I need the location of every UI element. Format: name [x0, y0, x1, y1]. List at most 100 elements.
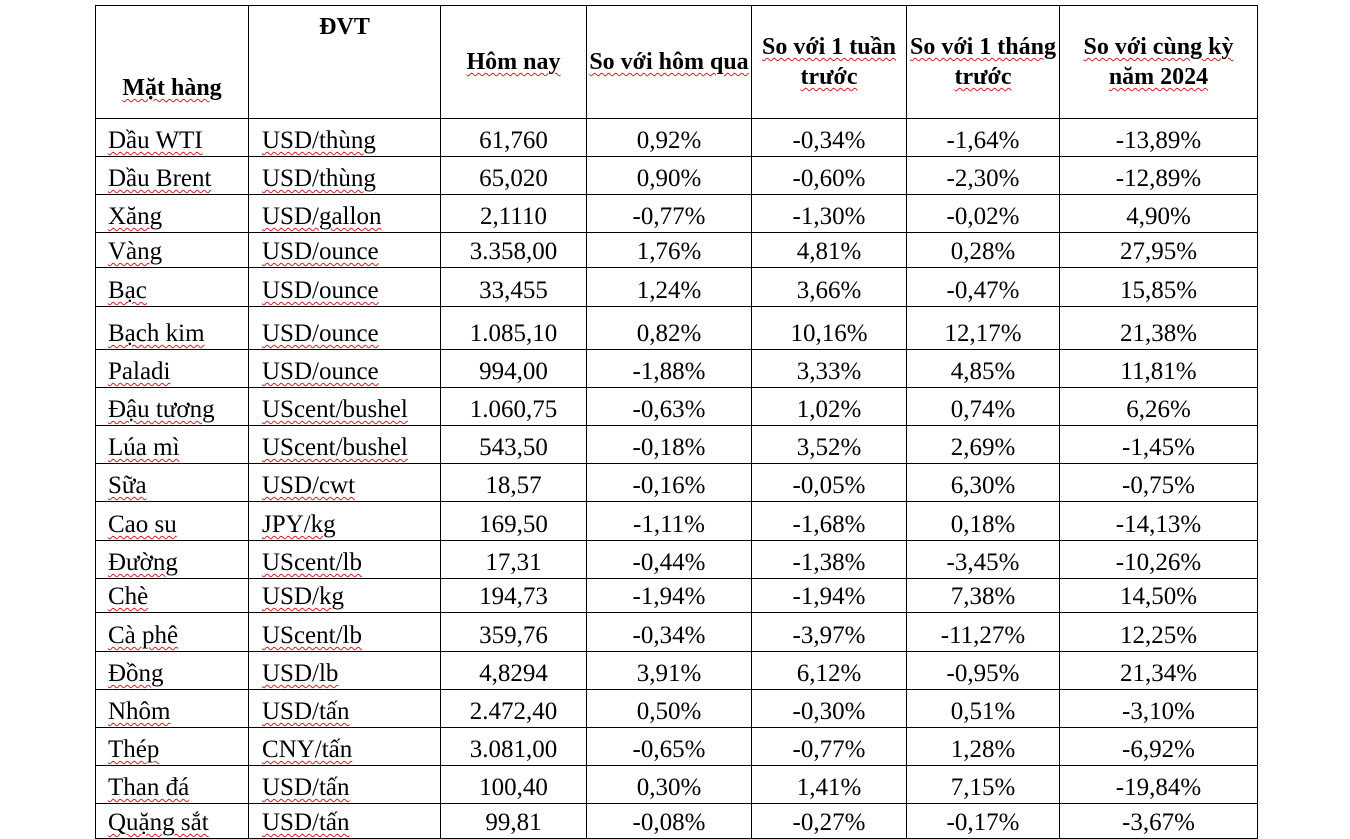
cell-vs-year: 15,85%	[1059, 267, 1258, 307]
cell-vs-week: -0,34%	[751, 118, 907, 157]
cell-vs-yesterday: 0,50%	[586, 689, 752, 728]
header-vs-year: So với cùng kỳ năm 2024	[1059, 5, 1258, 119]
cell-vs-yesterday: -1,94%	[586, 578, 752, 613]
cell-commodity: Chè	[95, 578, 249, 613]
table-row: Vàng USD/ounce 3.358,00 1,76% 4,81% 0,28% 27,9…	[95, 232, 1258, 268]
cell-vs-yesterday: -0,34%	[586, 612, 752, 652]
cell-vs-month: 12,17%	[906, 306, 1060, 350]
cell-commodity: Dầu Brent	[95, 156, 249, 195]
cell-vs-year: 6,26%	[1059, 387, 1258, 426]
cell-vs-year: 11,81%	[1059, 349, 1258, 388]
header-today: Hôm nay	[440, 5, 587, 119]
cell-unit: USD/kg	[248, 578, 441, 613]
table-row: Bạch kim USD/ounce 1.085,10 0,82% 10,16% 12,1…	[95, 306, 1258, 350]
cell-vs-week: -1,94%	[751, 578, 907, 613]
cell-commodity: Sữa	[95, 463, 249, 502]
cell-vs-month: -0,47%	[906, 267, 1060, 307]
cell-vs-yesterday: 3,91%	[586, 651, 752, 690]
cell-vs-yesterday: -0,08%	[586, 803, 752, 839]
cell-vs-yesterday: -0,16%	[586, 463, 752, 502]
cell-vs-yesterday: 0,30%	[586, 765, 752, 804]
table-row: Than đá USD/tấn 100,40 0,30% 1,41% 7,15% -19,8…	[95, 765, 1258, 804]
cell-vs-month: 7,38%	[906, 578, 1060, 613]
cell-vs-month: 0,51%	[906, 689, 1060, 728]
cell-vs-month: -1,64%	[906, 118, 1060, 157]
cell-vs-yesterday: -0,18%	[586, 425, 752, 464]
cell-vs-yesterday: 1,76%	[586, 232, 752, 268]
cell-today: 33,455	[440, 267, 587, 307]
cell-vs-month: 0,18%	[906, 501, 1060, 541]
cell-vs-month: -0,95%	[906, 651, 1060, 690]
cell-today: 994,00	[440, 349, 587, 388]
cell-vs-month: -2,30%	[906, 156, 1060, 195]
cell-unit: USD/tấn	[248, 765, 441, 804]
table-row: Quặng sắt USD/tấn 99,81 -0,08% -0,27% -0,17% -…	[95, 803, 1258, 839]
header-vs-month: So với 1 tháng trước	[906, 5, 1060, 119]
cell-vs-week: -0,77%	[751, 727, 907, 766]
cell-today: 3.081,00	[440, 727, 587, 766]
cell-commodity: Nhôm	[95, 689, 249, 728]
cell-vs-year: -10,26%	[1059, 540, 1258, 579]
header-vs-week: So với 1 tuần trước	[751, 5, 907, 119]
cell-today: 100,40	[440, 765, 587, 804]
cell-unit: UScent/lb	[248, 540, 441, 579]
cell-vs-year: 21,38%	[1059, 306, 1258, 350]
cell-vs-week: -0,05%	[751, 463, 907, 502]
cell-unit: USD/ounce	[248, 306, 441, 350]
cell-vs-year: -3,67%	[1059, 803, 1258, 839]
cell-vs-yesterday: -0,44%	[586, 540, 752, 579]
cell-vs-year: -6,92%	[1059, 727, 1258, 766]
cell-commodity: Đậu tương	[95, 387, 249, 426]
cell-unit: USD/gallon	[248, 194, 441, 233]
cell-vs-month: 0,74%	[906, 387, 1060, 426]
cell-unit: UScent/bushel	[248, 425, 441, 464]
cell-unit: USD/ounce	[248, 232, 441, 268]
cell-vs-week: -0,30%	[751, 689, 907, 728]
cell-commodity: Quặng sắt	[95, 803, 249, 839]
table-row: Cao su JPY/kg 169,50 -1,11% -1,68% 0,18% -14,1…	[95, 501, 1258, 541]
table-row: Sữa USD/cwt 18,57 -0,16% -0,05% 6,30% -0,75%	[95, 463, 1258, 502]
cell-vs-yesterday: 0,90%	[586, 156, 752, 195]
cell-today: 3.358,00	[440, 232, 587, 268]
cell-unit: USD/tấn	[248, 803, 441, 839]
cell-vs-month: -0,17%	[906, 803, 1060, 839]
cell-vs-week: 1,02%	[751, 387, 907, 426]
cell-vs-week: -1,68%	[751, 501, 907, 541]
cell-commodity: Paladi	[95, 349, 249, 388]
cell-vs-week: 3,66%	[751, 267, 907, 307]
cell-vs-year: -3,10%	[1059, 689, 1258, 728]
cell-commodity: Đồng	[95, 651, 249, 690]
cell-vs-week: 10,16%	[751, 306, 907, 350]
cell-vs-year: -0,75%	[1059, 463, 1258, 502]
cell-today: 1.085,10	[440, 306, 587, 350]
header-row: Mặt hàng ĐVT Hôm nay So với hôm qua So v…	[95, 5, 1258, 119]
cell-unit: USD/lb	[248, 651, 441, 690]
cell-commodity: Cao su	[95, 501, 249, 541]
header-unit: ĐVT	[248, 5, 441, 119]
table-row: Đậu tương UScent/bushel 1.060,75 -0,63% 1,02…	[95, 387, 1258, 426]
cell-today: 2.472,40	[440, 689, 587, 728]
table-row: Lúa mì UScent/bushel 543,50 -0,18% 3,52% 2,69…	[95, 425, 1258, 464]
cell-unit: USD/tấn	[248, 689, 441, 728]
cell-vs-month: 1,28%	[906, 727, 1060, 766]
cell-vs-week: -1,38%	[751, 540, 907, 579]
cell-commodity: Vàng	[95, 232, 249, 268]
cell-today: 99,81	[440, 803, 587, 839]
header-vs-yesterday: So với hôm qua	[586, 5, 752, 119]
cell-unit: UScent/lb	[248, 612, 441, 652]
cell-vs-yesterday: -0,63%	[586, 387, 752, 426]
cell-commodity: Dầu WTI	[95, 118, 249, 157]
table-row: Bạc USD/ounce 33,455 1,24% 3,66% -0,47% 15,85%	[95, 267, 1258, 307]
cell-vs-yesterday: 0,82%	[586, 306, 752, 350]
cell-vs-yesterday: -0,77%	[586, 194, 752, 233]
cell-vs-year: -13,89%	[1059, 118, 1258, 157]
cell-vs-yesterday: 0,92%	[586, 118, 752, 157]
cell-unit: USD/cwt	[248, 463, 441, 502]
cell-today: 1.060,75	[440, 387, 587, 426]
cell-today: 543,50	[440, 425, 587, 464]
cell-vs-year: 4,90%	[1059, 194, 1258, 233]
cell-today: 169,50	[440, 501, 587, 541]
cell-commodity: Bạc	[95, 267, 249, 307]
cell-vs-year: 14,50%	[1059, 578, 1258, 613]
cell-vs-month: 0,28%	[906, 232, 1060, 268]
